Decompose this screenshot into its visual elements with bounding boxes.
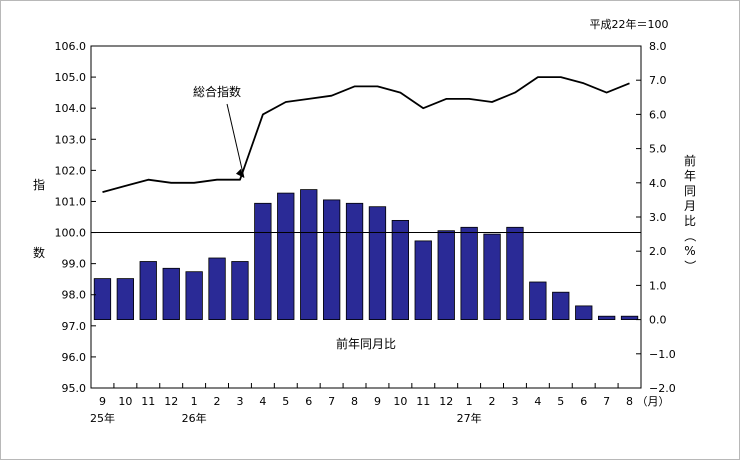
x-axis-tick-label: 12 [164,395,178,408]
x-axis-tick-label: 5 [557,395,564,408]
annotation-arrow-head [235,168,244,178]
x-axis-tick-label: 6 [305,395,312,408]
right-axis-label: % [684,244,695,258]
x-axis-tick-label: 3 [511,395,518,408]
series-label-bar: 前年同月比 [336,336,396,351]
right-axis-label: 月 [684,199,696,213]
series-label-line: 総合指数 [193,84,241,99]
x-axis-unit: （月） [637,395,670,408]
bar [368,206,387,320]
bar [483,233,501,321]
x-axis-tick-label: 12 [439,395,453,408]
bar [300,189,318,321]
bar [460,226,478,321]
line-series-layer [102,76,630,193]
left-axis-tick-label: 99.0 [62,258,87,271]
left-axis-tick-label: 97.0 [62,320,87,333]
x-axis-tick-label: 11 [416,395,430,408]
left-axis-tick-label: 103.0 [55,133,87,146]
text-layer: 95.096.097.098.099.0100.0101.0102.0103.0… [33,17,697,425]
x-axis-tick-label: 4 [534,395,541,408]
x-axis-tick-label: 2 [214,395,221,408]
right-axis-label: ） [683,260,697,272]
year-label: 25年 [90,411,115,425]
left-axis-label: 数 [33,245,45,260]
x-axis-tick-label: 3 [236,395,243,408]
x-axis-tick-label: 9 [99,395,106,408]
right-axis-tick-label: 6.0 [649,108,667,121]
right-axis-tick-label: −1.0 [649,348,676,361]
axes-layer [90,45,642,389]
left-axis-label: 指 [33,177,45,192]
bar [162,267,180,320]
x-axis-tick-label: 2 [489,395,496,408]
bar [231,261,249,320]
bar [598,315,616,321]
left-axis-tick-label: 102.0 [55,164,87,177]
bar [277,192,295,321]
bar [116,278,134,321]
base-year-note: 平成22年＝100 [590,17,669,31]
right-axis-tick-label: 5.0 [649,143,667,156]
bar-series-layer [93,189,639,321]
bar [208,257,226,320]
left-axis-tick-label: 106.0 [55,40,87,53]
left-axis-tick-label: 98.0 [62,289,87,302]
right-axis-tick-label: −2.0 [649,382,676,395]
right-axis-label: 年 [684,169,696,183]
bar [414,240,432,320]
left-axis-tick-label: 104.0 [55,102,87,115]
right-axis-tick-label: 2.0 [649,245,667,258]
right-axis-tick-label: 1.0 [649,279,667,292]
bar [620,315,639,321]
right-axis-tick-label: 7.0 [649,74,667,87]
right-axis-label: 比 [684,214,696,228]
x-axis-tick-label: 11 [141,395,155,408]
x-axis-tick-label: 5 [282,395,289,408]
left-axis-tick-label: 95.0 [62,382,87,395]
bar [254,202,272,321]
x-axis-tick-label: 1 [191,395,198,408]
bar [139,261,157,320]
left-axis-tick-label: 96.0 [62,351,87,364]
x-axis-tick-label: 8 [626,395,633,408]
bar [552,291,570,321]
bar [437,230,455,320]
year-label: 27年 [457,411,482,425]
x-axis-tick-label: 4 [259,395,266,408]
x-axis-tick-label: 10 [393,395,407,408]
x-axis-tick-label: 6 [580,395,587,408]
bar [529,281,547,320]
left-axis-tick-label: 105.0 [55,71,87,84]
bar [322,199,341,320]
bar [575,305,593,320]
left-axis-tick-label: 101.0 [55,195,87,208]
bar [93,278,112,321]
bar [345,202,364,321]
right-axis-tick-label: 3.0 [649,211,667,224]
x-axis-tick-label: 10 [118,395,132,408]
bar [391,219,410,320]
x-axis-tick-label: 7 [328,395,335,408]
right-axis-label: 前 [684,153,696,168]
x-axis-tick-label: 9 [374,395,381,408]
right-axis-label: 同 [684,184,696,198]
bar [185,271,203,321]
annotation-arrow [226,103,245,178]
year-label: 26年 [182,411,207,425]
bar [506,226,524,321]
x-axis-tick-label: 8 [351,395,358,408]
right-axis-tick-label: 8.0 [649,40,667,53]
left-axis-tick-label: 100.0 [55,227,87,240]
right-axis-tick-label: 4.0 [649,177,667,190]
x-axis-tick-label: 1 [466,395,473,408]
right-axis-tick-label: 0.0 [649,314,667,327]
right-axis-label: （ [683,230,697,242]
x-axis-tick-label: 7 [603,395,610,408]
line-sogo-shisu [102,76,630,193]
